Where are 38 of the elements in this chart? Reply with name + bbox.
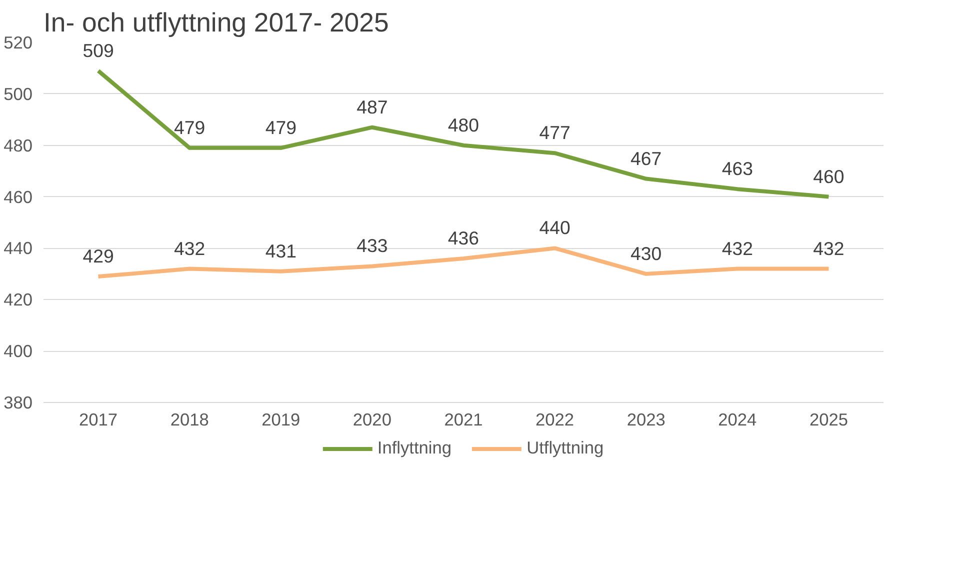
data-label: 463 [722,158,753,180]
x-tick-label: 2019 [262,410,300,430]
x-tick-label: 2018 [170,410,209,430]
y-tick-label: 480 [4,135,33,156]
data-label: 477 [539,122,570,144]
y-tick-label: 400 [4,341,33,362]
data-label: 432 [722,238,753,259]
data-label: 479 [174,116,206,138]
y-tick-label: 420 [4,290,33,310]
data-label: 432 [174,238,206,259]
y-tick-label: 460 [4,186,33,207]
x-tick-label: 2017 [79,410,118,430]
y-tick-label: 380 [4,392,33,412]
data-label: 433 [356,235,388,256]
x-tick-label: 2025 [809,410,848,430]
data-label: 487 [356,96,388,118]
data-label: 429 [82,246,114,266]
legend-label: Utflyttning [526,438,604,458]
data-label: 467 [630,148,662,169]
y-tick-label: 440 [4,238,33,258]
data-label: 436 [448,228,480,248]
x-tick-label: 2024 [718,410,758,430]
data-label: 440 [539,217,570,238]
x-tick-label: 2020 [352,410,392,430]
y-tick-label: 520 [4,32,33,52]
chart-title: In- och utflyttning 2017- 2025 [44,8,389,38]
data-label: 430 [630,242,662,264]
data-label: 460 [813,166,844,187]
data-label: 479 [265,116,296,138]
data-label: 432 [813,238,844,259]
x-tick-label: 2023 [626,410,666,430]
x-tick-label: 2022 [536,410,574,430]
data-label: 480 [448,114,480,136]
y-tick-label: 500 [4,84,33,104]
legend-label: Inflyttning [377,438,452,458]
data-label: 509 [82,40,114,61]
data-label: 431 [265,240,296,262]
x-tick-label: 2021 [444,410,483,430]
